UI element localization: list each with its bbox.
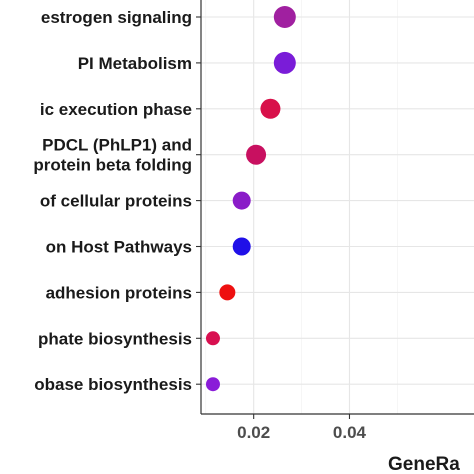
category-label: phate biosynthesis <box>38 329 192 348</box>
data-point <box>205 331 220 346</box>
category-label: protein beta folding <box>33 156 192 175</box>
data-point <box>232 237 251 256</box>
data-point <box>205 377 220 392</box>
y-ticks <box>196 16 201 385</box>
data-point <box>219 284 236 301</box>
category-label: obase biosynthesis <box>34 375 192 394</box>
category-label: ic execution phase <box>40 100 192 119</box>
data-point <box>246 144 267 165</box>
category-label: adhesion proteins <box>46 283 192 302</box>
x-tick-label: 0.02 <box>237 423 270 442</box>
category-label: of cellular proteins <box>40 192 192 211</box>
category-label: PDCL (PhLP1) and <box>42 136 192 155</box>
data-point <box>232 191 251 210</box>
category-label: on Host Pathways <box>46 238 192 257</box>
x-tick-label: 0.04 <box>333 423 367 442</box>
points <box>205 6 296 392</box>
category-label: PI Metabolism <box>78 54 192 73</box>
x-axis-title: GeneRa <box>388 454 460 474</box>
category-labels: estrogen signaling PI Metabolism ic execut… <box>33 8 192 394</box>
data-point <box>260 98 281 119</box>
x-ticks: 0.02 0.04 <box>237 414 367 442</box>
data-point <box>273 51 296 74</box>
category-label: estrogen signaling <box>41 8 192 27</box>
data-point <box>273 6 296 28</box>
